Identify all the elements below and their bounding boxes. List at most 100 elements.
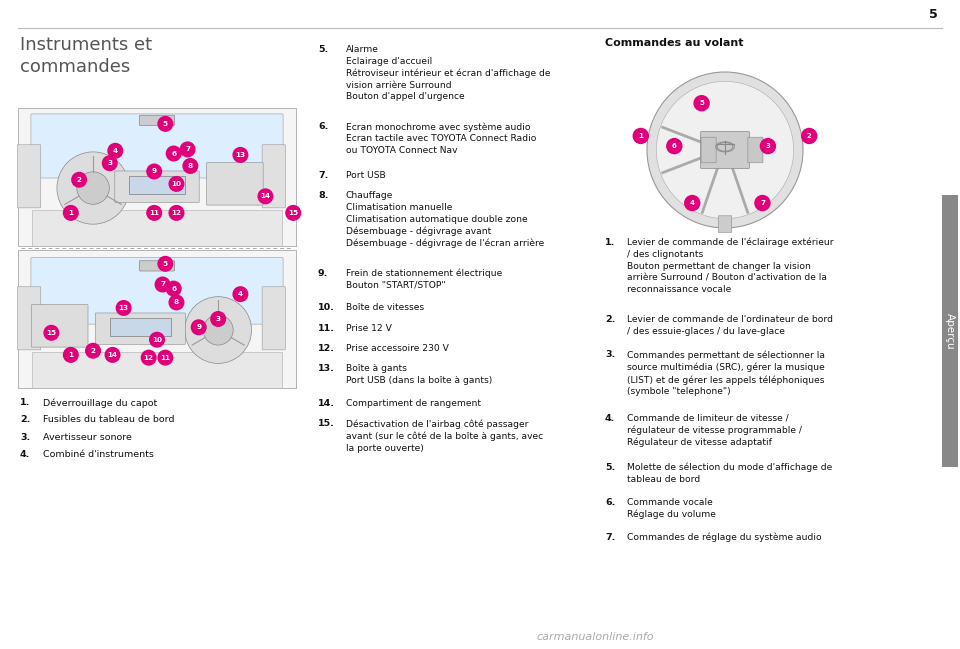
Circle shape (166, 146, 181, 161)
FancyBboxPatch shape (17, 287, 40, 350)
Text: 5: 5 (929, 8, 938, 21)
FancyBboxPatch shape (31, 114, 283, 178)
Text: 10.: 10. (318, 303, 335, 312)
Text: 11: 11 (149, 210, 159, 216)
Circle shape (286, 206, 300, 220)
Text: 4.: 4. (605, 413, 615, 422)
FancyBboxPatch shape (18, 108, 296, 246)
Circle shape (147, 164, 161, 178)
Text: Instruments et
commandes: Instruments et commandes (20, 36, 152, 75)
Circle shape (169, 206, 183, 220)
Text: Port USB: Port USB (346, 171, 386, 180)
Circle shape (684, 195, 700, 210)
Circle shape (156, 277, 170, 292)
FancyBboxPatch shape (130, 176, 184, 193)
FancyBboxPatch shape (262, 287, 285, 350)
Text: 1.: 1. (605, 238, 615, 247)
Text: 6.: 6. (318, 122, 328, 131)
Text: 12: 12 (144, 354, 154, 361)
Text: 10: 10 (152, 337, 162, 343)
Text: Désactivation de l'airbag côté passager
avant (sur le côté de la boîte à gants, : Désactivation de l'airbag côté passager … (346, 419, 543, 453)
Text: Chauffage
Climatisation manuelle
Climatisation automatique double zone
Désembuag: Chauffage Climatisation manuelle Climati… (346, 191, 544, 249)
FancyBboxPatch shape (109, 317, 171, 336)
Text: 9: 9 (196, 324, 202, 330)
Text: 5.: 5. (318, 45, 328, 54)
Circle shape (634, 129, 648, 143)
Circle shape (647, 72, 803, 228)
Text: 14: 14 (108, 352, 117, 358)
Text: 15: 15 (46, 330, 57, 336)
FancyBboxPatch shape (17, 145, 40, 208)
Circle shape (158, 350, 173, 365)
Circle shape (150, 332, 164, 347)
Text: 3.: 3. (20, 433, 31, 442)
Circle shape (141, 350, 156, 365)
Text: Aperçu: Aperçu (946, 313, 955, 349)
Text: Boîte à gants
Port USB (dans la boîte à gants): Boîte à gants Port USB (dans la boîte à … (346, 364, 492, 385)
Text: Fusibles du tableau de bord: Fusibles du tableau de bord (43, 415, 175, 424)
Text: 8.: 8. (318, 191, 328, 201)
Text: 5.: 5. (605, 463, 615, 472)
Text: 2: 2 (90, 348, 96, 354)
Text: 7.: 7. (318, 171, 328, 180)
Text: 5: 5 (699, 100, 704, 106)
Text: Compartiment de rangement: Compartiment de rangement (346, 399, 481, 408)
Circle shape (657, 81, 794, 219)
Text: 1: 1 (68, 352, 73, 358)
Circle shape (103, 156, 117, 171)
Text: Boîte de vitesses: Boîte de vitesses (346, 303, 424, 312)
Text: 4: 4 (238, 291, 243, 297)
Text: 15.: 15. (318, 419, 335, 428)
Circle shape (211, 312, 226, 326)
Text: 2: 2 (77, 177, 82, 183)
Text: 1: 1 (638, 133, 643, 139)
FancyBboxPatch shape (32, 304, 88, 347)
FancyBboxPatch shape (718, 216, 732, 232)
Circle shape (183, 158, 198, 173)
Circle shape (44, 326, 59, 340)
Text: Levier de commande de l'ordinateur de bord
/ des essuie-glaces / du lave-glace: Levier de commande de l'ordinateur de bo… (627, 315, 833, 336)
Circle shape (72, 173, 86, 187)
Text: Prise 12 V: Prise 12 V (346, 324, 392, 332)
Text: 13.: 13. (318, 364, 335, 373)
Text: carmanualonline.info: carmanualonline.info (537, 633, 654, 643)
Circle shape (166, 281, 181, 296)
Text: Commande de limiteur de vitesse /
régulateur de vitesse programmable /
Régulateu: Commande de limiteur de vitesse / régula… (627, 413, 802, 447)
Text: 14.: 14. (318, 399, 335, 408)
Circle shape (169, 177, 183, 191)
Text: 5: 5 (163, 261, 168, 267)
Text: 3: 3 (108, 160, 112, 166)
Text: 9: 9 (152, 169, 156, 175)
Circle shape (258, 189, 273, 204)
Circle shape (667, 139, 682, 154)
Circle shape (57, 152, 130, 224)
Text: 4: 4 (689, 200, 695, 206)
Text: 13: 13 (119, 305, 129, 311)
Text: 8: 8 (174, 299, 179, 306)
Text: 6.: 6. (605, 498, 615, 507)
Circle shape (106, 348, 120, 362)
Text: 10: 10 (172, 181, 181, 187)
Text: 12.: 12. (318, 344, 335, 353)
FancyBboxPatch shape (139, 116, 175, 125)
Text: 9.: 9. (318, 269, 328, 278)
Text: 7.: 7. (605, 533, 615, 542)
Text: Commande vocale
Réglage du volume: Commande vocale Réglage du volume (627, 498, 716, 519)
FancyBboxPatch shape (115, 171, 200, 202)
Circle shape (169, 295, 183, 310)
Circle shape (755, 195, 770, 210)
Circle shape (77, 172, 109, 204)
Text: 14: 14 (260, 193, 271, 199)
Text: 3.: 3. (605, 350, 615, 360)
FancyBboxPatch shape (32, 352, 282, 388)
Circle shape (694, 95, 709, 111)
Circle shape (760, 139, 776, 154)
Circle shape (204, 315, 233, 345)
FancyBboxPatch shape (701, 132, 750, 169)
Text: 12: 12 (172, 210, 181, 216)
Text: Combiné d'instruments: Combiné d'instruments (43, 450, 154, 459)
FancyBboxPatch shape (18, 250, 296, 388)
Text: 13: 13 (235, 152, 246, 158)
Circle shape (147, 206, 161, 220)
Text: Commandes au volant: Commandes au volant (605, 38, 743, 48)
